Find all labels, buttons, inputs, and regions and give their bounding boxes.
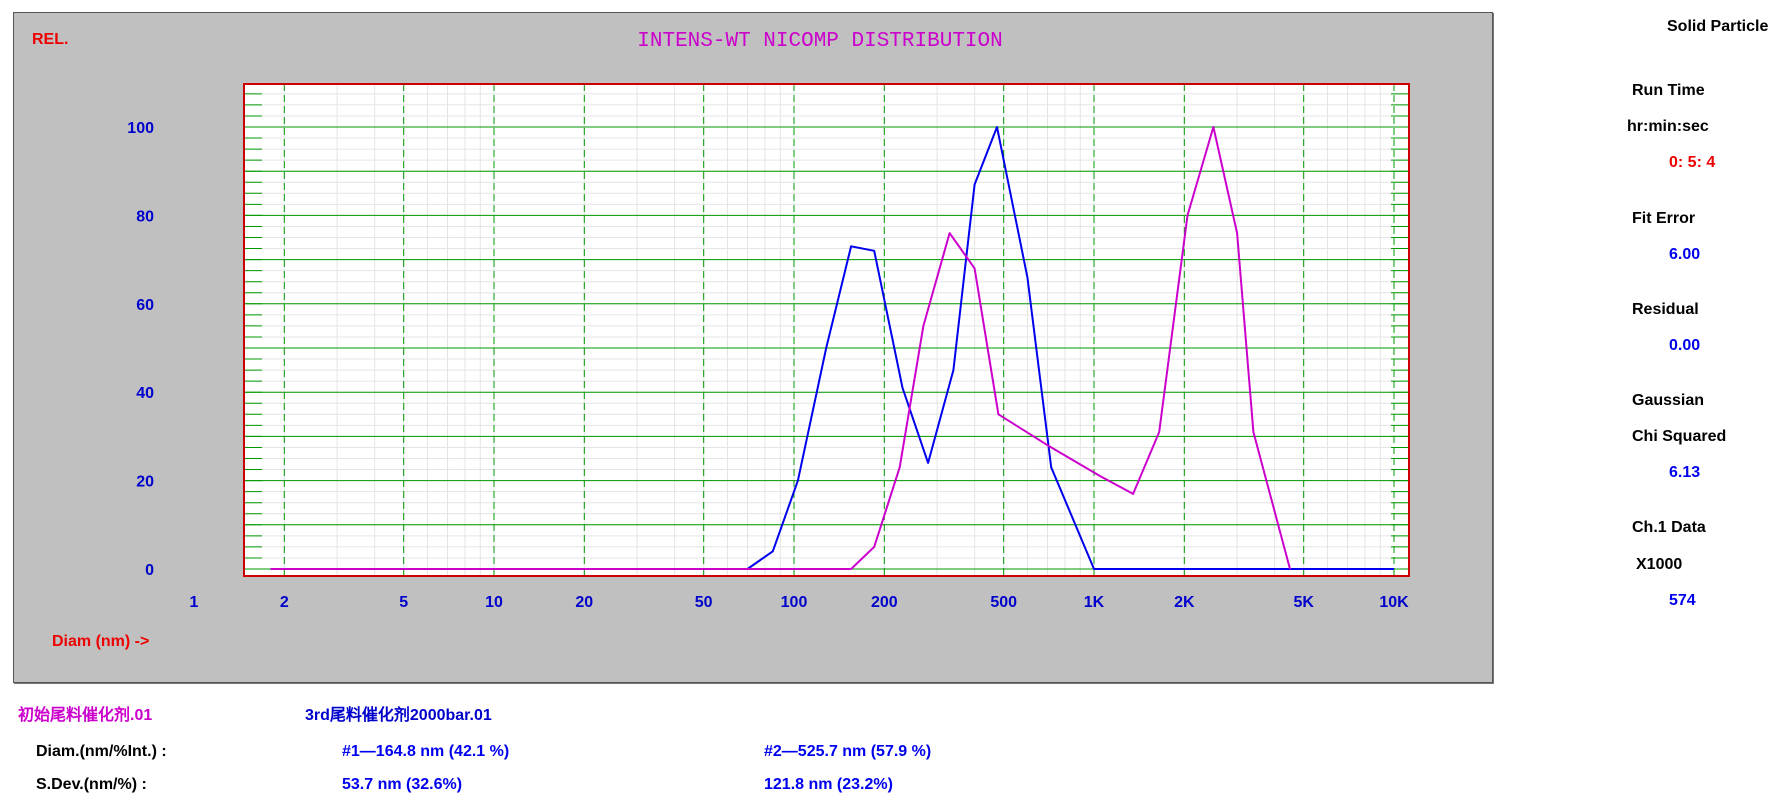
fit-error-value: 6.00	[1669, 246, 1701, 263]
x-tick-label: 1K	[1084, 594, 1105, 611]
sdev-peak-2: 121.8 nm (23.2%)	[764, 776, 893, 793]
x-tick-label: 20	[575, 594, 593, 611]
mode-label: Solid Particle	[1667, 18, 1769, 35]
plot-border	[243, 83, 1410, 577]
file-2-name: 3rd尾料催化剂2000bar.01	[305, 707, 492, 724]
diam-peak-1: #1—164.8 nm (42.1 %)	[342, 743, 510, 760]
chi-squared-value: 6.13	[1669, 464, 1701, 481]
y-tick-labels: 0 20 40 60 80 100	[127, 120, 154, 579]
fit-error-label: Fit Error	[1632, 210, 1696, 227]
y-tick-label: 40	[136, 385, 154, 402]
x-tick-label: 10K	[1379, 594, 1409, 611]
series-lines	[270, 126, 1394, 570]
residual-value: 0.00	[1669, 337, 1701, 354]
y-tick-label: 80	[136, 208, 154, 225]
y-tick-label: 20	[136, 474, 154, 491]
distribution-chart: 0 20 40 60 80 100 1 2 5 10 20 50 100 200 500 1K 2K 5K 10K…	[32, 30, 1410, 650]
x-tick-label: 50	[695, 594, 713, 611]
residual-label: Residual	[1632, 301, 1699, 318]
series-line-2	[270, 126, 1291, 570]
multiplier-label: X1000	[1636, 556, 1683, 573]
file-1-name: 初始尾料催化剂.01	[18, 707, 153, 724]
plot-area	[244, 84, 1409, 576]
run-time-units: hr:min:sec	[1627, 118, 1709, 135]
x-tick-label: 10	[485, 594, 503, 611]
x-tick-label: 500	[990, 594, 1017, 611]
x-tick-label: 200	[871, 594, 898, 611]
chi-squared-label: Chi Squared	[1632, 428, 1727, 445]
gaussian-label: Gaussian	[1632, 392, 1705, 409]
chart-panel: 0 20 40 60 80 100 1 2 5 10 20 50 100 200 500 1K 2K 5K 10K…	[13, 12, 1493, 683]
run-time-value: 0: 5: 4	[1669, 154, 1716, 171]
x-tick-label: 100	[781, 594, 808, 611]
x-tick-label: 5K	[1293, 594, 1314, 611]
diam-peak-2: #2—525.7 nm (57.9 %)	[764, 743, 932, 760]
x-tick-label: 1	[190, 594, 199, 611]
y-axis-label: REL.	[32, 31, 68, 48]
chart-title: INTENS-WT NICOMP DISTRIBUTION	[637, 30, 1002, 53]
x-tick-label: 5	[399, 594, 408, 611]
y-tick-label: 100	[127, 120, 154, 137]
x-tick-label: 2K	[1174, 594, 1195, 611]
x-axis-label: Diam (nm) ->	[52, 633, 149, 650]
sdev-peak-1: 53.7 nm (32.6%)	[342, 776, 463, 793]
y-tick-label: 0	[145, 562, 154, 579]
series-line-1	[270, 126, 1394, 570]
diam-label: Diam.(nm/%Int.) :	[36, 743, 167, 760]
x-tick-label: 2	[280, 594, 289, 611]
run-time-label: Run Time	[1632, 82, 1705, 99]
sdev-label: S.Dev.(nm/%) :	[36, 776, 147, 793]
grid	[244, 84, 1409, 576]
x-tick-labels: 1 2 5 10 20 50 100 200 500 1K 2K 5K 10K	[190, 594, 1410, 611]
ch1-data-label: Ch.1 Data	[1632, 519, 1706, 536]
ch1-data-value: 574	[1669, 592, 1696, 609]
y-tick-label: 60	[136, 297, 154, 314]
